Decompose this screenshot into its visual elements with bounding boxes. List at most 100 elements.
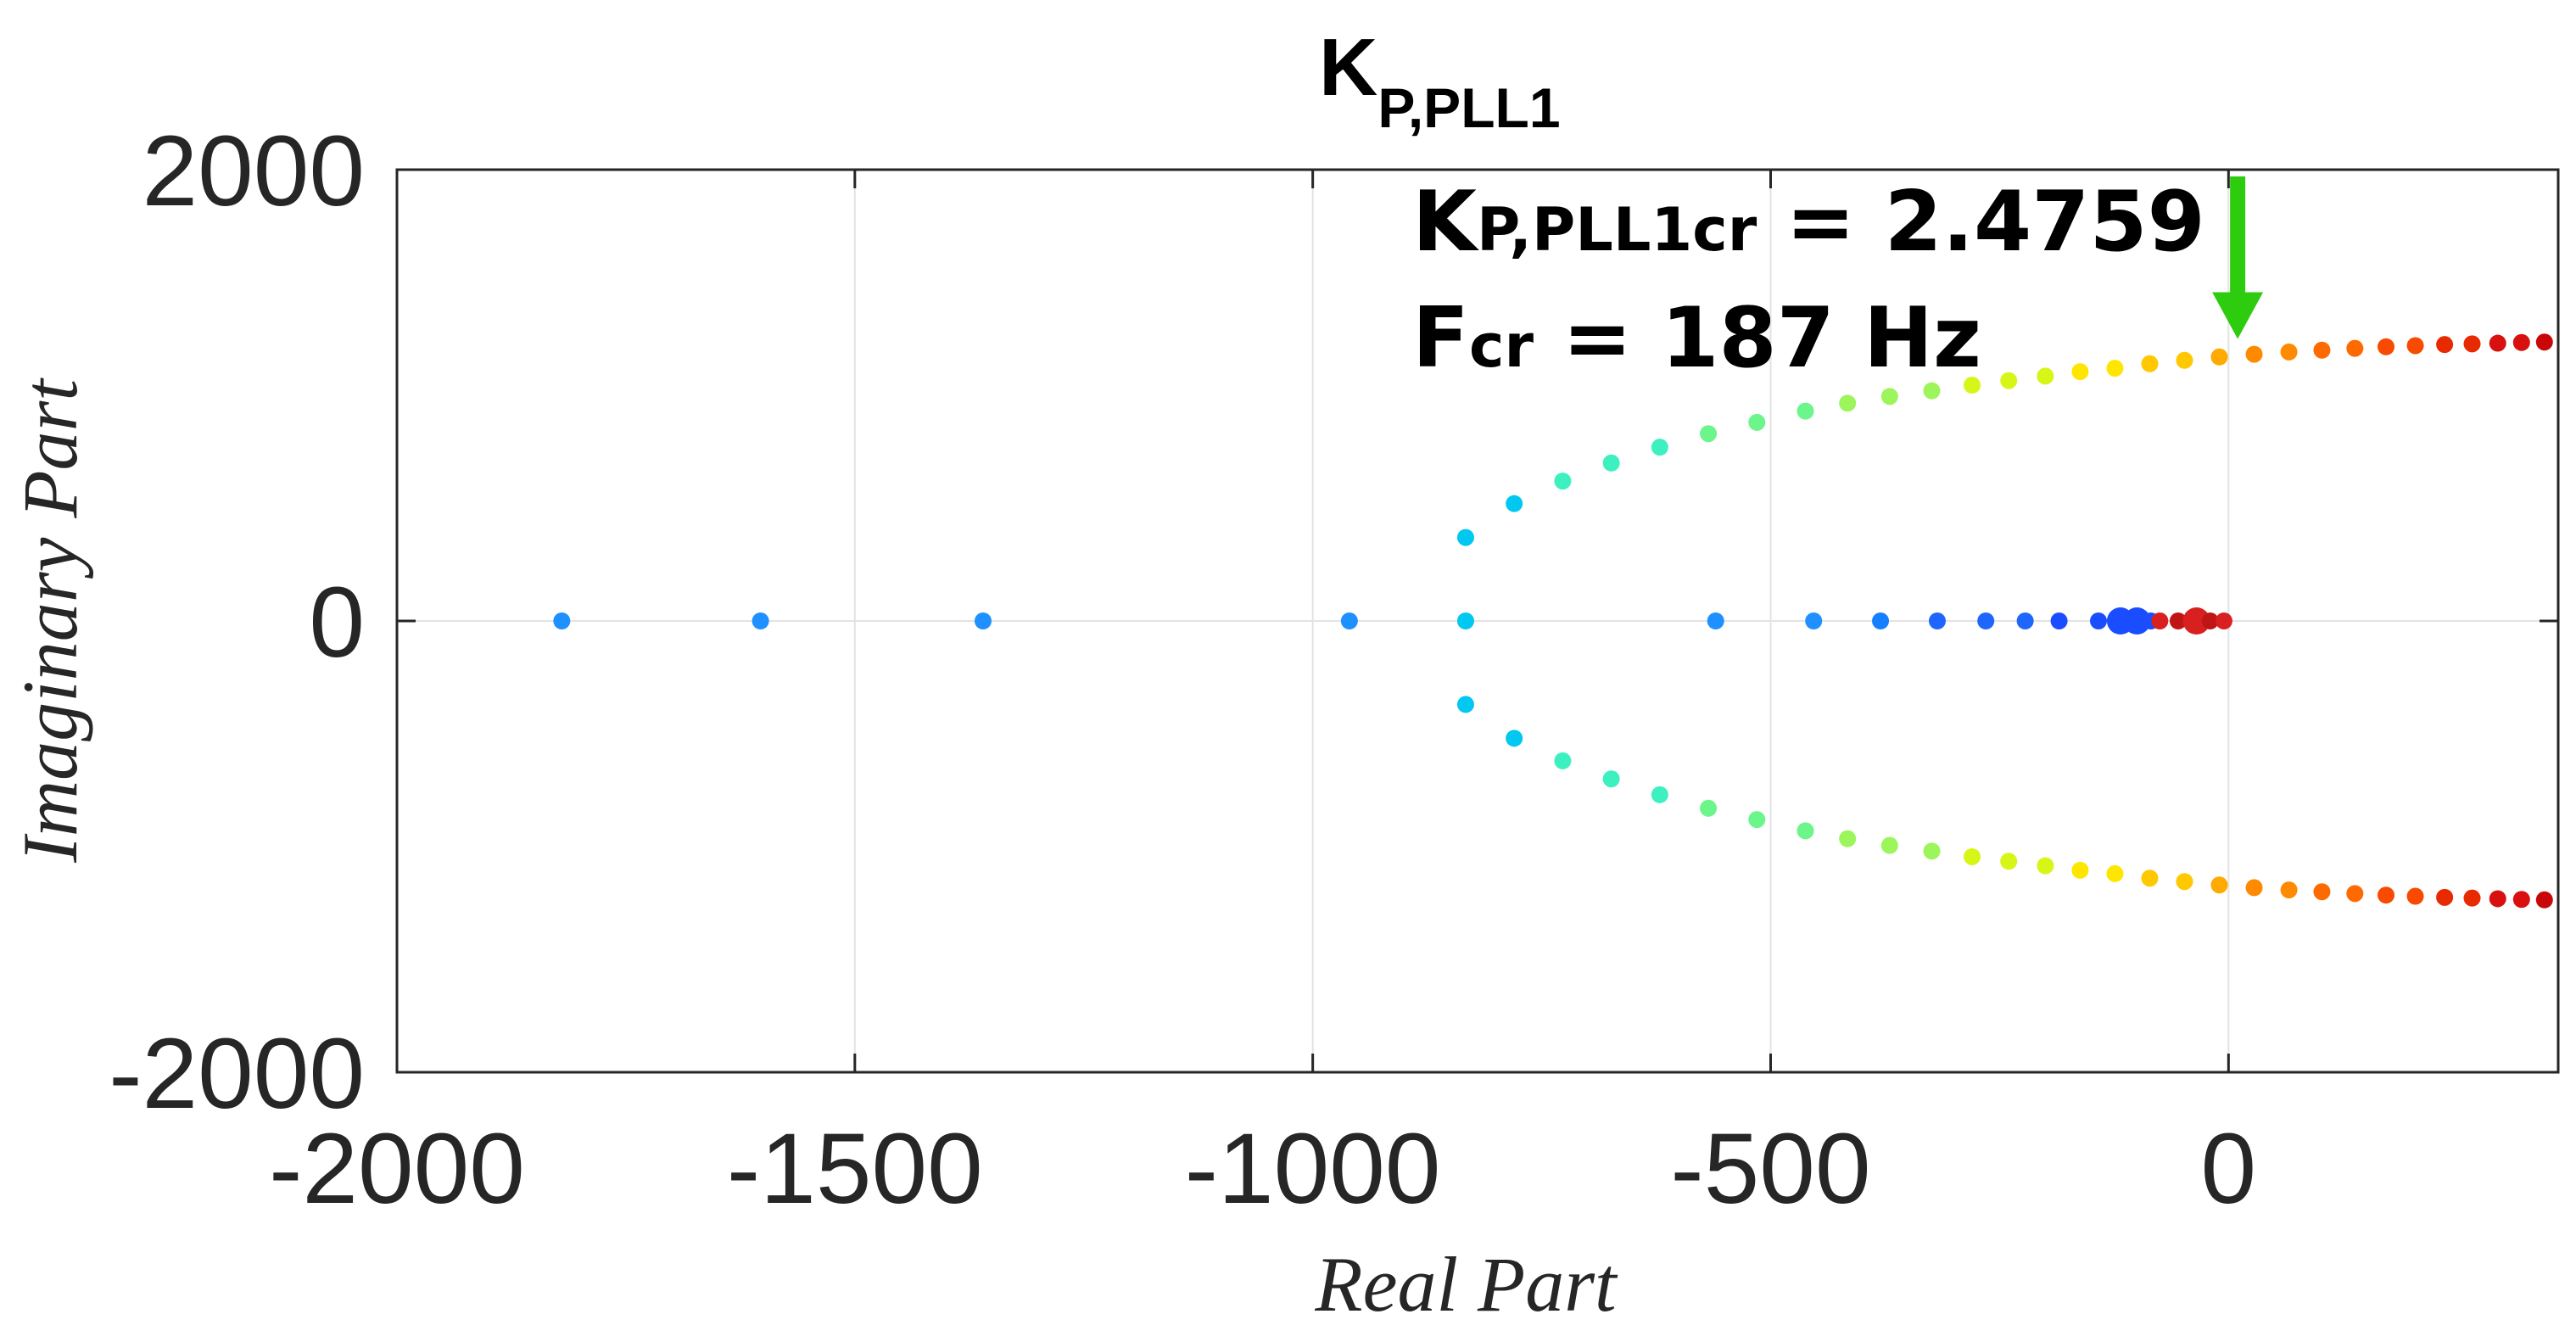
eigenvalue-point xyxy=(2313,341,2331,359)
y-tick-label: 0 xyxy=(309,567,365,679)
x-tick-label: -2000 xyxy=(269,1113,525,1225)
eigenvalue-points xyxy=(553,333,2553,909)
critical-gain-symbol: K xyxy=(1412,174,1479,271)
eigenvalue-point xyxy=(1456,696,1474,713)
eigenvalue-point xyxy=(1796,402,1814,420)
eigenvalue-point xyxy=(2489,334,2506,352)
eigenvalue-point xyxy=(2071,861,2089,879)
chart-title-subscript: P,PLL1 xyxy=(1377,76,1560,139)
eigenvalue-point xyxy=(1748,413,1766,431)
eigenvalue-point xyxy=(752,612,769,629)
eigenvalue-point xyxy=(2535,891,2553,909)
eigenvalue-point xyxy=(1456,528,1474,546)
eigenvalue-point xyxy=(1651,439,1668,456)
eigenvalue-point xyxy=(2151,612,2169,629)
critical-frequency-value: = 187 Hz xyxy=(1534,290,1981,387)
eigenvalue-point xyxy=(1796,822,1814,840)
eigenvalue-point xyxy=(2169,612,2187,629)
eigenvalue-point xyxy=(1964,377,1981,394)
eigenvalue-point xyxy=(1805,612,1823,629)
y-tick-labels: -2000 0 2000 xyxy=(109,115,365,1130)
x-tick-label: -1000 xyxy=(1185,1113,1441,1225)
eigenvalue-point xyxy=(2346,339,2364,357)
x-tick-labels: -2000 -1500 -1000 -500 0 xyxy=(269,1113,2256,1225)
eigenvalue-point xyxy=(2406,887,2424,905)
eigenvalue-point xyxy=(2210,348,2228,366)
eigenvalue-point xyxy=(1839,830,1857,847)
eigenvalue-point xyxy=(2176,351,2193,369)
critical-frequency-annotation: Fcr = 187 Hz xyxy=(1412,290,1981,387)
eigenvalue-point xyxy=(2050,612,2068,629)
eigenvalue-point xyxy=(2436,888,2454,906)
eigenvalue-point xyxy=(1923,382,1941,400)
eigenvalue-point xyxy=(1602,454,1620,472)
eigenvalue-point xyxy=(2280,881,2298,899)
eigenvalue-point xyxy=(2463,335,2481,353)
eigenvalue-point xyxy=(1880,388,1898,405)
eigenvalue-point xyxy=(1506,495,1523,512)
eigenvalue-point xyxy=(2406,337,2424,355)
y-axis-label: Imaginary Part xyxy=(7,377,93,864)
eigenvalue-point xyxy=(974,612,992,629)
eigenvalue-point xyxy=(1748,811,1766,829)
eigenvalue-point xyxy=(1977,612,1995,629)
critical-gain-subscript: P,PLL1cr xyxy=(1477,195,1757,265)
eigenvalue-point xyxy=(2378,338,2395,355)
eigenvalue-point xyxy=(1602,770,1620,788)
eigenvalue-point xyxy=(1456,612,1474,629)
arrow-head xyxy=(2212,292,2264,339)
eigenvalue-point xyxy=(2436,336,2454,354)
eigenvalue-point xyxy=(2535,333,2553,351)
eigenvalue-point xyxy=(2489,890,2506,908)
eigenvalue-point xyxy=(2182,607,2210,635)
eigenvalue-point xyxy=(1554,752,1572,769)
eigenvalue-point xyxy=(2245,879,2263,897)
x-tick-label: -500 xyxy=(1670,1113,1870,1225)
eigenvalue-point xyxy=(1872,612,1890,629)
eigenvalue-point xyxy=(1928,612,1946,629)
eigenvalue-point xyxy=(2141,355,2159,372)
critical-frequency-symbol: F xyxy=(1412,290,1469,387)
eigenvalue-point xyxy=(1839,394,1857,412)
eigenvalue-point xyxy=(2016,612,2034,629)
y-tick-label: 2000 xyxy=(142,115,365,227)
critical-gain-value: = 2.4759 xyxy=(1757,174,2205,271)
eigenvalue-point xyxy=(2176,873,2193,891)
x-tick-label: 0 xyxy=(2201,1113,2257,1225)
eigenvalue-point xyxy=(2201,612,2219,629)
eigenvalue-point xyxy=(1880,836,1898,854)
eigenvalue-point xyxy=(2346,885,2364,903)
eigenvalue-point xyxy=(2210,876,2228,894)
eigenvalue-point xyxy=(2280,343,2298,361)
chart-title-main: K xyxy=(1319,22,1377,113)
eigenvalue-point xyxy=(2000,372,2018,389)
eigenvalue-point xyxy=(2106,360,2124,377)
x-axis-label: Real Part xyxy=(1314,1241,1618,1328)
eigenvalue-point xyxy=(1700,425,1718,443)
eigenvalue-point xyxy=(1651,786,1668,803)
eigenvalue-point xyxy=(2512,333,2530,351)
eigenvalue-point xyxy=(1964,847,1981,865)
axis-ticks xyxy=(395,168,2558,1074)
eigenvalue-point xyxy=(2037,857,2054,875)
eigenvalue-point xyxy=(1506,730,1523,747)
eigenvalue-point xyxy=(1700,799,1718,817)
eigenvalue-point xyxy=(2245,345,2263,363)
eigenvalue-point xyxy=(2071,363,2089,381)
critical-frequency-subscript: cr xyxy=(1469,311,1534,381)
y-tick-label: -2000 xyxy=(109,1018,365,1130)
eigenvalue-point xyxy=(2000,853,2018,870)
critical-gain-annotation: KP,PLL1cr = 2.4759 xyxy=(1412,174,2205,271)
eigenvalue-point xyxy=(2106,864,2124,882)
eigenvalue-point xyxy=(1554,472,1572,490)
eigenvalue-point xyxy=(2378,886,2395,904)
eigenvalue-point xyxy=(2463,889,2481,907)
eigenvalue-point xyxy=(2090,612,2108,629)
eigenvalue-point xyxy=(2313,883,2331,901)
eigenvalue-point xyxy=(553,612,571,629)
chart-title: KP,PLL1 xyxy=(1319,22,1561,139)
eigenvalue-point xyxy=(2512,891,2530,909)
eigenvalue-point xyxy=(1923,842,1941,860)
